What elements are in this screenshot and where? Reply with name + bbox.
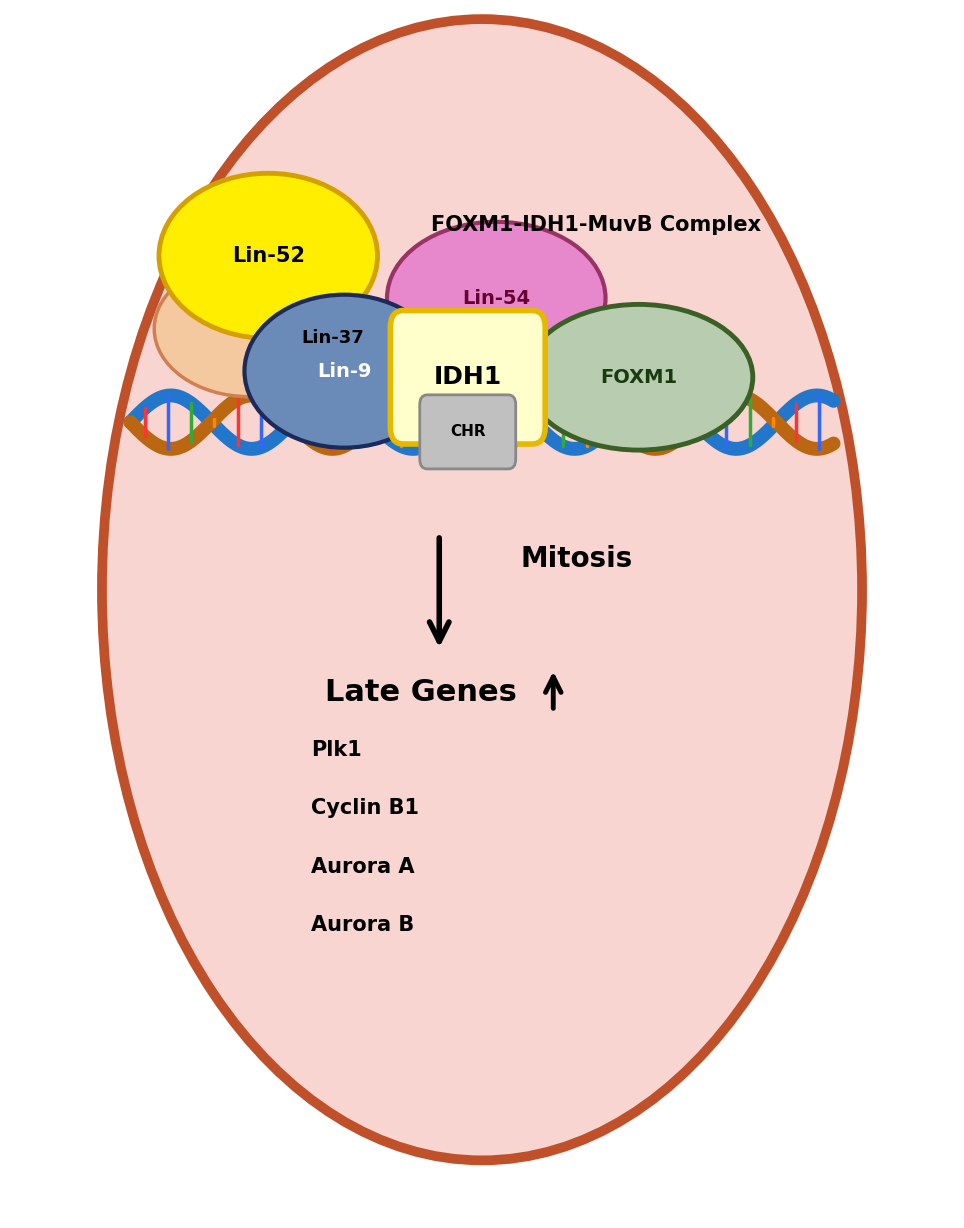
Text: Late Genes: Late Genes xyxy=(325,678,517,707)
Text: CHR: CHR xyxy=(450,425,486,440)
Text: Lin-52: Lin-52 xyxy=(231,246,305,265)
Text: IDH1: IDH1 xyxy=(434,365,502,389)
Text: Lin-54: Lin-54 xyxy=(462,289,530,308)
Ellipse shape xyxy=(102,20,862,1160)
Text: Lin-9: Lin-9 xyxy=(317,362,371,381)
FancyBboxPatch shape xyxy=(390,311,546,445)
Text: Plk1: Plk1 xyxy=(311,740,362,760)
Ellipse shape xyxy=(387,222,605,375)
Text: Aurora B: Aurora B xyxy=(311,915,415,935)
Text: Cyclin B1: Cyclin B1 xyxy=(311,798,419,818)
Ellipse shape xyxy=(159,173,378,339)
Text: FOXM1-IDH1-MuvB Complex: FOXM1-IDH1-MuvB Complex xyxy=(431,215,761,236)
Text: FOXM1: FOXM1 xyxy=(601,367,678,387)
Ellipse shape xyxy=(524,305,753,451)
Text: Lin-37: Lin-37 xyxy=(302,329,364,348)
Text: Mitosis: Mitosis xyxy=(521,545,633,573)
FancyBboxPatch shape xyxy=(419,395,516,469)
Ellipse shape xyxy=(245,295,444,448)
Ellipse shape xyxy=(154,260,344,397)
Text: Aurora A: Aurora A xyxy=(311,857,415,877)
